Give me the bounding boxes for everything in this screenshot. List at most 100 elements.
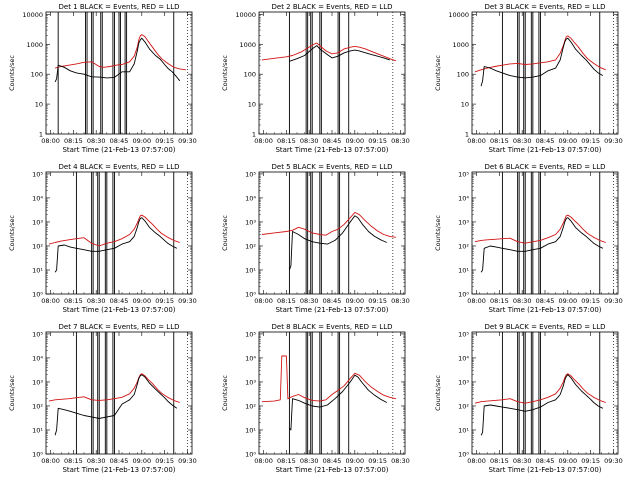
x-tick-label: 08:00 — [467, 457, 486, 465]
y-tick-label: 10² — [458, 242, 469, 250]
x-tick-label: 09:00 — [132, 137, 151, 145]
x-tick-label: 09:30 — [178, 137, 197, 145]
y-tick-label: 10⁰ — [458, 291, 469, 299]
y-tick-label: 10¹ — [245, 426, 256, 434]
chart-panel-1: Det 1 BLACK = Events, RED = LLD 1 10 100 100… — [8, 3, 197, 154]
chart-panel-4: Det 4 BLACK = Events, RED = LLD 10⁰ 10¹ 10²… — [8, 163, 197, 314]
x-tick-label: 09:00 — [345, 297, 364, 305]
y-tick-label: 10000 — [448, 11, 469, 19]
plot-area — [474, 12, 614, 134]
x-tick-label: 09:30 — [604, 457, 623, 465]
x-tick-label: 08:15 — [277, 457, 296, 465]
y-axis-label: Counts/sec — [8, 55, 16, 91]
x-tick-label: 08:00 — [254, 457, 273, 465]
axes-frame — [45, 331, 193, 455]
axes-frame — [258, 171, 406, 295]
y-tick-label: 10⁴ — [32, 194, 43, 202]
series-line-lld — [48, 373, 180, 403]
x-tick-label: 09:00 — [345, 137, 364, 145]
x-tick-label: 08:30 — [300, 457, 319, 465]
y-tick-label: 10000 — [22, 11, 43, 19]
series-line-events — [289, 45, 390, 62]
y-tick-label: 10² — [458, 402, 469, 410]
plot-area — [54, 12, 188, 134]
y-tick-label: 10⁴ — [458, 354, 469, 362]
y-tick-label: 100 — [31, 71, 43, 79]
x-tick-label: 08:45 — [110, 297, 129, 305]
x-axis-label: Start Time (21-Feb-13 07:57:00) — [488, 146, 601, 154]
x-tick-label: 08:45 — [110, 137, 129, 145]
y-axis-label: Counts/sec — [8, 215, 16, 251]
x-axis-label: Start Time (21-Feb-13 07:57:00) — [488, 306, 601, 314]
plot-area — [261, 332, 397, 454]
x-tick-label: 08:30 — [300, 297, 319, 305]
y-tick-label: 10000 — [235, 11, 256, 19]
y-tick-label: 10⁰ — [32, 291, 43, 299]
y-tick-label: 10¹ — [245, 266, 256, 274]
x-axis-label: Start Time (21-Feb-13 07:57:00) — [62, 146, 175, 154]
y-tick-label: 100 — [244, 71, 256, 79]
series-line-lld — [261, 211, 396, 238]
y-tick-label: 10 — [35, 101, 43, 109]
y-tick-label: 10⁴ — [245, 194, 256, 202]
x-tick-label: 08:45 — [536, 137, 555, 145]
axes-frame — [471, 171, 619, 295]
y-axis-label: Counts/sec — [434, 55, 442, 91]
axes-frame — [45, 171, 193, 295]
x-tick-label: 09:30 — [178, 457, 197, 465]
y-tick-label: 1000 — [239, 41, 256, 49]
x-tick-label: 08:45 — [110, 457, 129, 465]
chart-title: Det 8 BLACK = Events, RED = LLD — [272, 323, 393, 331]
y-tick-label: 10⁰ — [32, 451, 43, 459]
x-tick-label: 08:45 — [536, 457, 555, 465]
x-tick-label: 09:15 — [581, 137, 600, 145]
x-tick-label: 08:15 — [490, 137, 509, 145]
x-tick-label: 08:30 — [391, 457, 410, 465]
y-tick-label: 10¹ — [458, 266, 469, 274]
chart-title: Det 2 BLACK = Events, RED = LLD — [272, 3, 393, 11]
x-tick-label: 08:00 — [41, 297, 60, 305]
x-tick-label: 08:00 — [41, 137, 60, 145]
x-tick-label: 08:00 — [467, 297, 486, 305]
series-line-lld — [474, 373, 606, 404]
x-tick-label: 08:30 — [300, 137, 319, 145]
series-line-events — [289, 374, 388, 431]
series-line-events — [54, 217, 178, 273]
x-tick-label: 09:15 — [155, 137, 174, 145]
chart-title: Det 4 BLACK = Events, RED = LLD — [59, 163, 180, 171]
y-tick-label: 10⁵ — [458, 330, 469, 338]
x-tick-label: 08:45 — [536, 297, 555, 305]
y-tick-label: 10¹ — [32, 426, 43, 434]
x-tick-label: 09:15 — [581, 457, 600, 465]
x-tick-label: 09:15 — [155, 297, 174, 305]
series-line-events — [480, 374, 604, 436]
plot-area — [261, 12, 397, 134]
x-tick-label: 08:15 — [64, 137, 83, 145]
chart-title: Det 3 BLACK = Events, RED = LLD — [485, 3, 606, 11]
x-tick-label: 08:00 — [254, 137, 273, 145]
x-tick-label: 08:30 — [513, 297, 532, 305]
y-tick-label: 10⁴ — [458, 194, 469, 202]
x-tick-label: 08:15 — [277, 137, 296, 145]
chart-panel-6: Det 6 BLACK = Events, RED = LLD 10⁰ 10¹ 10²… — [434, 163, 623, 314]
series-line-lld — [48, 214, 180, 247]
y-tick-label: 10⁴ — [32, 354, 43, 362]
chart-title: Det 7 BLACK = Events, RED = LLD — [59, 323, 180, 331]
x-tick-label: 09:30 — [178, 297, 197, 305]
y-tick-label: 10³ — [32, 218, 43, 226]
y-tick-label: 1 — [39, 131, 43, 139]
chart-panel-3: Det 3 BLACK = Events, RED = LLD 1 10 100 100… — [434, 3, 623, 154]
y-axis-label: Counts/sec — [221, 55, 229, 91]
x-tick-label: 08:00 — [254, 297, 273, 305]
y-axis-label: Counts/sec — [8, 375, 16, 411]
x-tick-label: 08:15 — [490, 457, 509, 465]
y-tick-label: 1 — [465, 131, 469, 139]
x-tick-label: 09:30 — [604, 297, 623, 305]
x-tick-label: 08:45 — [323, 137, 342, 145]
y-tick-label: 1000 — [452, 41, 469, 49]
y-tick-label: 10⁵ — [32, 330, 43, 338]
x-tick-label: 09:15 — [581, 297, 600, 305]
plot-area — [261, 172, 396, 294]
x-axis-label: Start Time (21-Feb-13 07:57:00) — [275, 466, 388, 474]
axes-frame — [471, 331, 619, 455]
